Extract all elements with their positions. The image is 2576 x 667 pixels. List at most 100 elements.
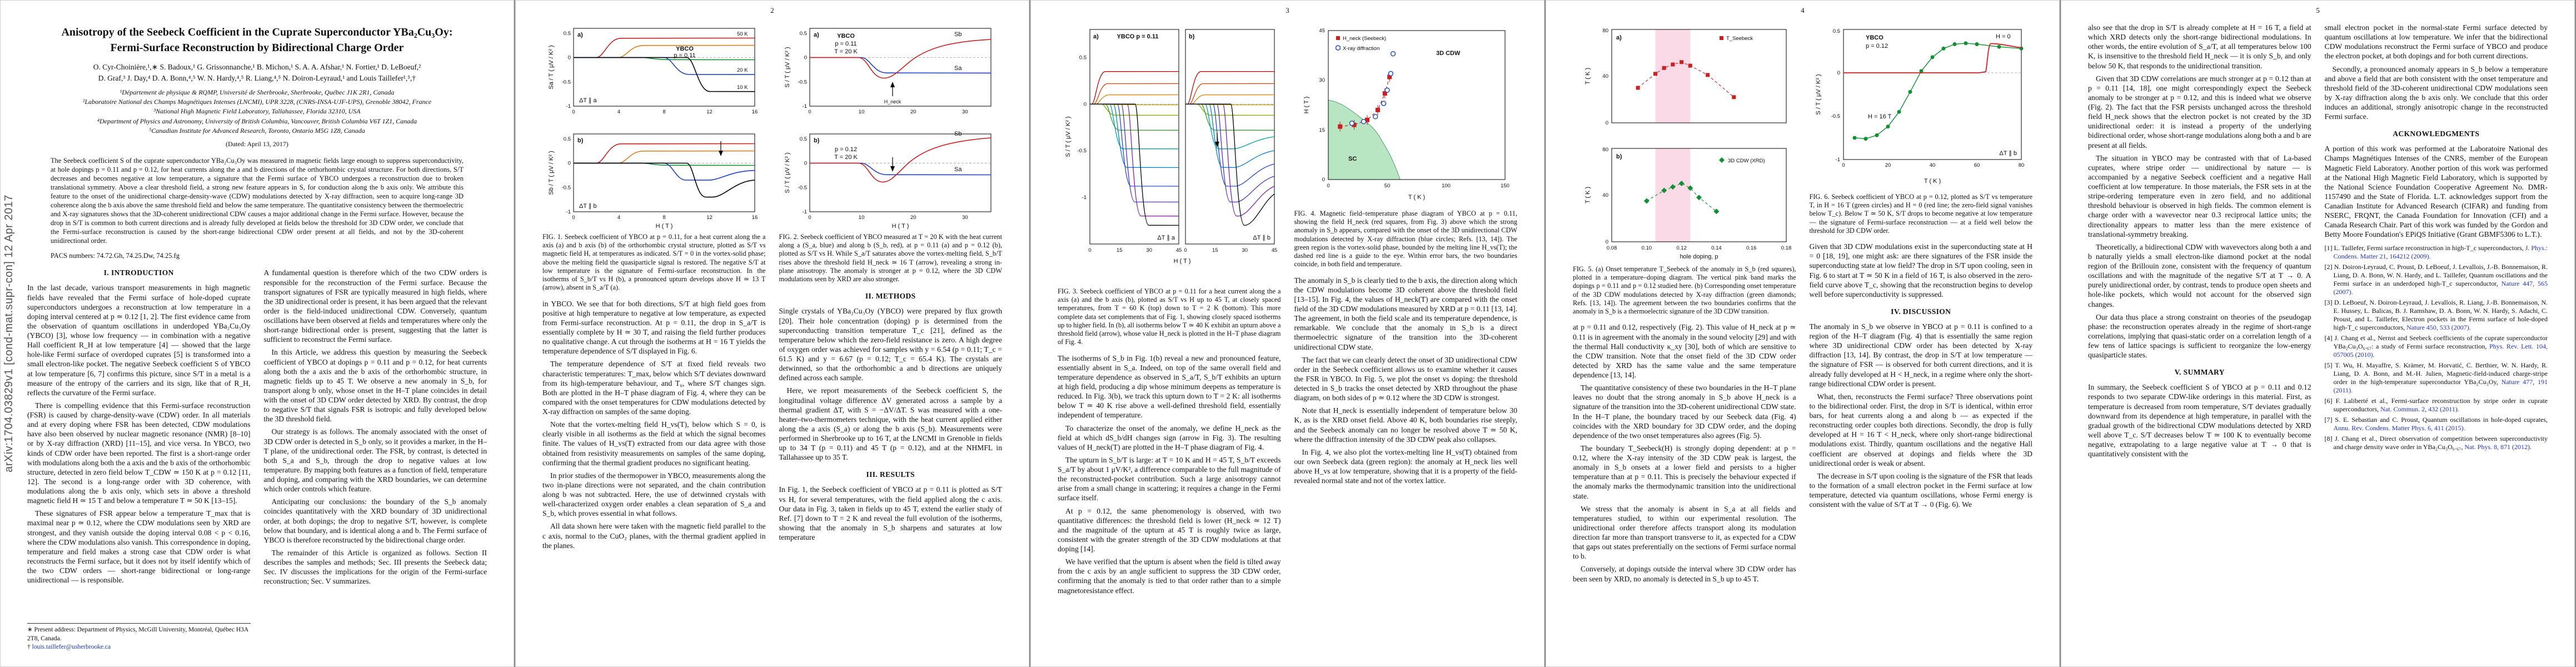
temp-label: 20 K [737,67,748,73]
page-number: 4 [1801,6,1805,14]
svg-text:45: 45 [1175,247,1182,253]
section-heading: ACKNOWLEDGMENTS [2393,130,2480,138]
svg-text:45: 45 [1319,28,1326,34]
svg-text:0: 0 [1605,120,1608,126]
paragraph: In the last decade, various transport me… [27,283,251,397]
svg-text:-0.5: -0.5 [1077,148,1086,154]
svg-text:12: 12 [706,215,712,221]
svg-text:4: 4 [617,109,620,115]
svg-text:16: 16 [751,215,758,221]
paragraph: In prior studies of the thermopower in Y… [542,471,766,518]
svg-text:0.08: 0.08 [1607,245,1617,251]
sample-label: YBCO [1866,34,1884,41]
reference-link[interactable]: Nature 450, 533 (2007). [2406,323,2471,331]
page-number: 3 [1285,6,1289,14]
paragraph: To characterize the onset of the anomaly… [1058,424,1281,451]
affiliation: ⁴Department of Physics and Astronomy, Un… [97,117,417,125]
tseebeck-points [1636,60,1736,99]
svg-text:-1: -1 [1836,157,1840,163]
reference-link[interactable]: Nat. Commun. 2, 432 (2011). [2380,405,2459,413]
figure-4-caption: FIG. 4. Magnetic field–temperature phase… [1294,210,1518,268]
doping-band [1655,148,1691,242]
reference-item: [2] N. Doiron-Leyraud, C. Proust, D. LeB… [2324,262,2548,296]
panel-tag: b) [577,137,584,144]
fig1-panel-b: b) ΔT ∥ b Sb / T ( μV / K² ) 0 4 8 12 16… [548,133,758,230]
section-heading: II. METHODS [865,292,916,301]
y-axis-label: H ( T ) [1303,97,1310,114]
paragraph: The quantitative consistency of these tw… [1573,384,1796,440]
fig3a-tick-labels: 0 15 30 45 0.5 0 -0.5 -1 [1077,54,1182,253]
svg-text:20: 20 [910,109,916,115]
paragraph: In Fig. 1, the Seebeck coefficient of YB… [779,485,1003,542]
legend-label: H_neck (Seebeck) [1343,36,1386,42]
reference-link[interactable]: Phys. Rev. Lett. 104, 057005 (2010). [2333,342,2548,359]
cdw-xrd-points [1643,181,1720,215]
reference-item: [6] F. Laliberté et al., Fermi-surface r… [2324,396,2548,413]
reference-link[interactable]: Nature 477, 191 (2011). [2333,377,2548,394]
svg-text:100: 100 [1442,183,1451,189]
paragraph: We have verified that the upturn is abse… [1058,558,1281,595]
field-label-h0: H = 0 [1996,33,2011,40]
paragraph: What, then, reconstructs the Fermi surfa… [1809,392,2033,467]
reference-link[interactable]: Nat. Phys. 8, 871 (2012). [2464,442,2532,451]
paragraph: There is compelling evidence that this F… [27,401,251,505]
fig5a-legend: T_Seebeck [1719,36,1753,42]
svg-text:-0.5: -0.5 [561,185,570,191]
svg-text:0.14: 0.14 [1711,245,1722,251]
legend-label: 3D CDW (XRD) [1728,158,1765,164]
figure-1-plot: a) YBCO p = 0.11 ΔT ∥ a 50 K 20 K 10 K S… [548,28,758,230]
sample-label: YBCO [676,46,694,52]
svg-text:50: 50 [1384,183,1391,189]
column-right: H_neck a) YBCO p = 0.11 T = 20 K Sb Sa S… [779,23,1003,554]
gradient-direction-label: ΔT ∥ a [579,97,597,104]
paragraph: small electron pocket in the normal-stat… [2324,23,2548,61]
reference-link[interactable]: Nature 447, 565 (2007). [2333,279,2548,296]
legend-label: X-ray diffraction [1343,46,1379,52]
y-axis-label: S / T ( μV / K² ) [784,152,791,193]
x-axis-label: T ( K ) [1924,178,1941,185]
hneck-arrow [718,141,723,156]
reference-link[interactable]: J. Phys.: Condens. Matter 21, 164212 (20… [2333,243,2548,260]
svg-text:0.5: 0.5 [564,136,571,142]
svg-text:0: 0 [804,161,807,167]
x-axis-label: H ( T ) [892,223,909,230]
email-link[interactable]: louis.taillefer@usherbrooke.ca [32,644,111,651]
y-axis-label: S / T ( μV / K² ) [1065,116,1072,157]
paragraph: Theoretically, a bidirectional CDW with … [2088,242,2311,308]
fig5a-tick-labels: 80 40 0 [1602,28,1608,126]
page-4: 4 [1546,0,2060,667]
doping-label: p = 0.12 [835,146,857,153]
h16-curve [1855,43,2022,140]
fig3b-tick-labels: 0 15 30 45 [1184,247,1277,253]
column-left: a) YBCO p = 0.11 ΔT ∥ a 50 K 20 K 10 K S… [542,23,766,554]
figure-5-block: a) T_Seebeck 80 40 0 T ( K ) [1573,23,1796,316]
panel-tag: a) [1093,33,1099,40]
reference-item: [1] L. Taillefer, Fermi surface reconstr… [2324,243,2548,260]
reference-list: [1] L. Taillefer, Fermi surface reconstr… [2325,244,2548,451]
figure-5-caption: FIG. 5. (a) Onset temperature T_Seebeck … [1573,265,1796,316]
svg-text:10: 10 [859,215,865,221]
affiliation: ¹Département de physique & RQMP, Univers… [119,88,395,96]
panel-tag: a) [1616,34,1622,41]
svg-text:-1: -1 [803,209,807,215]
abstract: The Seebeck coefficient S of the cuprate… [51,157,464,245]
paragraph: Secondly, a pronounced anomaly appears i… [2324,64,2548,121]
svg-text:0: 0 [1605,239,1608,245]
paragraph: A fundamental question is therefore whic… [263,268,487,344]
paper-title-line1: Anisotropy of the Seebeck Coefficient in… [61,26,453,38]
svg-text:15: 15 [1319,127,1326,133]
reference-item: [4] J. Chang et al., Nernst and Seebeck … [2324,334,2548,359]
svg-text:80: 80 [1602,147,1608,153]
svg-text:20: 20 [1885,162,1891,168]
fig4-legend: H_neck (Seebeck) X-ray diffraction [1336,36,1386,52]
reference-link[interactable]: Annu. Rev. Condens. Matter Phys. 6, 411 … [2333,424,2465,432]
fig6-tick-labels: 0 20 40 60 80 0.5 0 -0.5 -1 [1831,28,2025,168]
fig5b-legend: 3D CDW (XRD) [1718,157,1765,164]
svg-text:0: 0 [1837,70,1840,76]
hneck-arrow [890,157,895,172]
gradient-direction-label: ΔT ∥ b [1253,235,1270,241]
column-right: small electron pocket in the normal-stat… [2325,23,2548,462]
fig3-panel-a: a) YBCO p = 0.11 ΔT ∥ a S / T ( μV / K² … [1065,29,1182,253]
figure-1-caption: FIG. 1. Seebeck coefficient of YBCO at p… [542,233,766,292]
page-3: 3 [1030,0,1544,667]
